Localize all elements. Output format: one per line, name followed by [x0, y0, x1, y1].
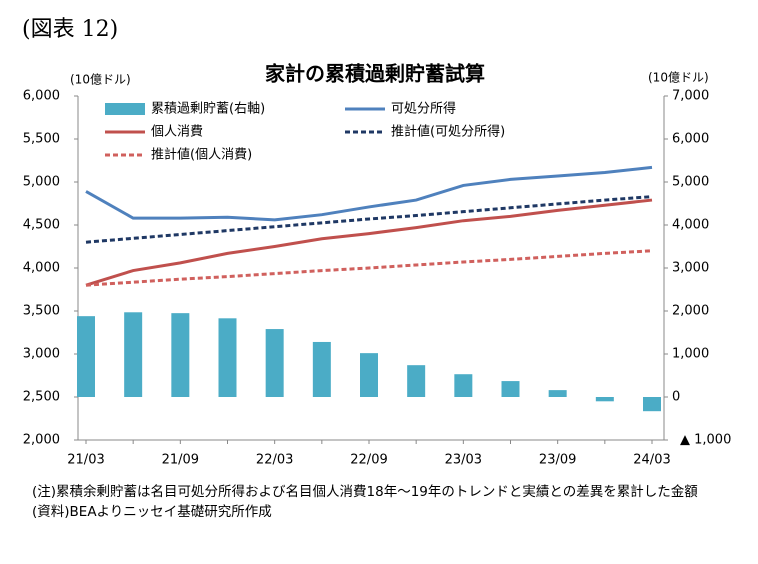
line — [85, 165, 653, 222]
x-tick-label: 23/03 — [445, 453, 482, 468]
y-tick-label: 3,000 — [23, 347, 60, 362]
y-tick-label: 4,000 — [23, 261, 60, 276]
chart-title: 家計の累積過剰貯蓄試算 — [265, 62, 485, 86]
y-axis-unit: (10億ドル) — [70, 73, 131, 87]
legend-label: 推計値(個人消費) — [151, 147, 252, 163]
legend-swatch — [105, 103, 145, 115]
line — [85, 249, 653, 287]
legend-label: 個人消費 — [151, 125, 203, 140]
legend-label: 累積過剰貯蓄(右軸) — [151, 102, 265, 117]
x-tick-label: 21/09 — [162, 453, 199, 468]
y-tick-label: 3,500 — [23, 304, 60, 319]
bar — [312, 341, 331, 397]
y-tick-label: 6,000 — [23, 89, 60, 104]
bar — [171, 313, 190, 397]
y2-tick-label: 1,000 — [672, 347, 709, 362]
bar — [77, 316, 95, 397]
y-tick-label: 2,500 — [23, 390, 60, 405]
x-tick-label: 22/09 — [350, 453, 387, 468]
y2-tick-label: ▲ 1,000 — [680, 433, 731, 448]
x-tick-label: 22/03 — [256, 453, 293, 468]
bar — [595, 397, 614, 402]
y2-tick-label: 2,000 — [672, 304, 709, 319]
y2-tick-label: 6,000 — [672, 132, 709, 147]
line — [85, 198, 653, 287]
y-tick-label: 4,500 — [23, 218, 60, 233]
bar — [501, 381, 520, 397]
bar — [407, 365, 426, 397]
figure-label: (図表 12) — [22, 17, 118, 42]
bar — [360, 353, 378, 397]
y-tick-label: 5,000 — [23, 175, 60, 190]
source: (資料)BEAよりニッセイ基礎研究所作成 — [32, 504, 272, 520]
bar — [124, 312, 143, 397]
bar — [548, 390, 567, 397]
bar — [454, 374, 473, 397]
y2-tick-label: 5,000 — [672, 175, 709, 190]
x-tick-label: 21/03 — [67, 453, 104, 468]
y2-tick-label: 3,000 — [672, 261, 709, 276]
chart: (図表 12) 家計の累積過剰貯蓄試算 (10億ドル) (10億ドル) 2,00… — [22, 17, 731, 468]
y-tick-label: 5,500 — [23, 132, 60, 147]
legend-label: 可処分所得 — [391, 101, 456, 117]
y2-tick-label: 4,000 — [672, 218, 709, 233]
y2-tick-label: 7,000 — [672, 89, 709, 104]
y-tick-label: 2,000 — [23, 433, 60, 448]
x-tick-label: 24/03 — [633, 453, 670, 468]
bar — [218, 318, 237, 397]
notes: (注)累積余剰貯蓄は名目可処分所得および名目個人消費18年～19年のトレンドと実… — [32, 482, 732, 522]
y2-axis-unit: (10億ドル) — [648, 71, 709, 85]
note: (注)累積余剰貯蓄は名目可処分所得および名目個人消費18年～19年のトレンドと実… — [32, 484, 698, 500]
bar — [643, 397, 661, 412]
y2-tick-label: 0 — [672, 390, 680, 405]
bar — [265, 329, 284, 397]
x-tick-label: 23/09 — [539, 453, 576, 468]
legend-label: 推計値(可処分所得) — [391, 124, 505, 140]
line — [85, 195, 653, 244]
